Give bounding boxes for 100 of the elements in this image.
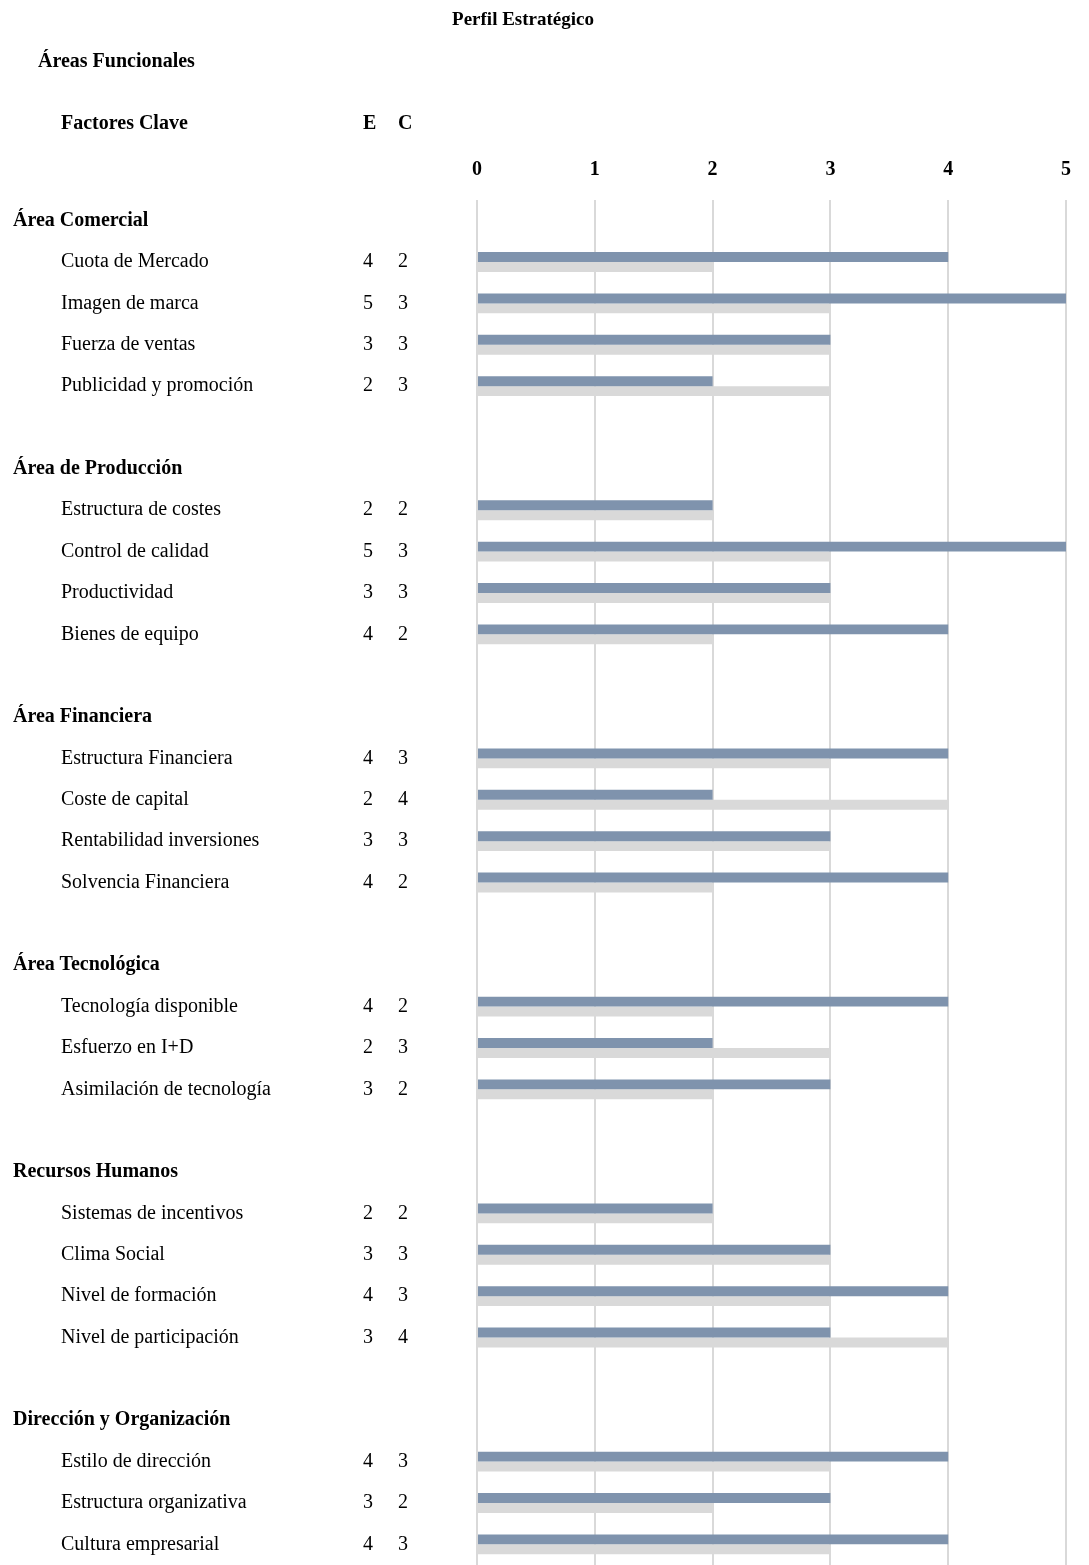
text: Área de Producción: [13, 456, 183, 479]
bar: [478, 376, 713, 387]
bar: [478, 1534, 949, 1545]
bar: [478, 1079, 831, 1090]
data-label: 3: [398, 373, 408, 396]
bar: [478, 624, 949, 635]
data-label: 2: [363, 787, 373, 810]
data-label: 3: [398, 745, 408, 768]
data-label: 3: [398, 1035, 408, 1058]
data-label: 2: [363, 1035, 373, 1058]
y-tick-label: Cultura empresarial: [61, 1531, 220, 1555]
text: E: [363, 111, 377, 134]
bar: [478, 831, 831, 842]
data-label: 3: [398, 290, 408, 313]
data-label: 3: [363, 332, 373, 355]
data-label: 3: [398, 1242, 408, 1265]
y-tick-label: Cuota de Mercado: [61, 249, 209, 272]
data-label: 3: [398, 538, 408, 561]
data-label: 3: [398, 1283, 408, 1306]
x2-tick-label: 0: [472, 157, 482, 180]
data-label: 4: [363, 993, 373, 1016]
bar: [478, 1244, 831, 1255]
y-tick-label: Clima Social: [61, 1242, 166, 1265]
data-label: 2: [363, 1200, 373, 1223]
y-tick-label: Estilo de dirección: [61, 1448, 211, 1471]
x2-tick-label: 5: [1061, 157, 1071, 180]
data-label: 5: [363, 290, 373, 313]
data-label: 3: [398, 332, 408, 355]
text: Dirección y Organización: [13, 1407, 231, 1431]
data-label: 3: [363, 1242, 373, 1265]
bar: [478, 541, 1066, 552]
data-label: 2: [363, 497, 373, 520]
data-label: 3: [363, 828, 373, 851]
data-label: 2: [398, 249, 408, 272]
data-label: 4: [363, 621, 373, 644]
bar: [478, 872, 949, 883]
data-label: 2: [398, 497, 408, 520]
bar: [478, 996, 949, 1007]
y-axis-title: Factores Clave: [61, 111, 188, 134]
x2-tick-label: 4: [943, 157, 954, 180]
text: Área Tecnológica: [13, 952, 160, 976]
y-tick-label: Solvencia Financiera: [61, 869, 230, 892]
data-label: 4: [398, 787, 408, 810]
bar: [478, 500, 713, 511]
y-tick-label: Publicidad y promoción: [61, 373, 254, 397]
data-label: 4: [363, 1283, 373, 1306]
data-label: 2: [398, 621, 408, 644]
x2-tick-label: 2: [707, 157, 718, 180]
data-label: 4: [363, 745, 373, 768]
y-tick-label: Bienes de equipo: [61, 621, 199, 645]
data-label: 3: [363, 1490, 373, 1513]
data-label: 3: [398, 580, 408, 603]
data-label: 5: [363, 538, 373, 561]
y-tick-label: Estructura Financiera: [61, 745, 233, 768]
bar: [478, 789, 713, 800]
bar: [478, 1327, 831, 1338]
y-tick-label: Nivel de participación: [61, 1324, 239, 1348]
y-tick-label: Tecnología disponible: [61, 993, 239, 1017]
data-label: 4: [363, 249, 373, 272]
data-label: 4: [363, 869, 373, 892]
data-label: 3: [398, 828, 408, 851]
bar: [478, 1451, 949, 1462]
bar: [478, 748, 949, 759]
bar: [478, 1203, 713, 1214]
text: Áreas Funcionales: [38, 49, 196, 72]
y-tick-label: Imagen de marca: [61, 290, 199, 314]
bar: [478, 1286, 949, 1297]
y-tick-label: Fuerza de ventas: [61, 332, 196, 355]
data-label: 3: [363, 1324, 373, 1347]
data-label: 3: [398, 1448, 408, 1471]
bar: [478, 1493, 831, 1503]
text: Recursos Humanos: [13, 1159, 179, 1182]
text: Área Comercial: [13, 207, 149, 230]
y-tick-label: Coste de capital: [61, 787, 190, 811]
data-label: 2: [398, 1490, 408, 1513]
x2-tick-label: 3: [825, 157, 836, 180]
y-tick-label: Control de calidad: [61, 538, 209, 561]
bar: [478, 334, 831, 345]
data-label: 4: [363, 1448, 373, 1471]
y-tick-label: Nivel de formación: [61, 1283, 217, 1306]
data-label: 3: [363, 580, 373, 603]
data-label: 3: [398, 1531, 408, 1554]
y-tick-label: Estructura de costes: [61, 497, 222, 520]
bar: [478, 293, 1066, 304]
data-label: 2: [398, 869, 408, 892]
data-label: 4: [398, 1324, 408, 1347]
y-tick-label: Productividad: [61, 580, 174, 603]
y-tick-label: Esfuerzo en I+D: [61, 1035, 194, 1058]
data-label: 4: [363, 1531, 373, 1554]
x2-tick-label: 1: [589, 157, 600, 180]
chart-title: Perfil Estratégico: [452, 7, 594, 29]
data-label: 2: [398, 1076, 408, 1099]
bar: [478, 1038, 713, 1048]
text: Área Financiera: [13, 704, 153, 727]
bar: [478, 252, 949, 263]
y-tick-label: Asimilación de tecnología: [61, 1076, 272, 1100]
text: C: [398, 111, 413, 134]
y-tick-label: Rentabilidad inversiones: [61, 828, 260, 851]
data-label: 2: [398, 993, 408, 1016]
y-tick-label: Sistemas de incentivos: [61, 1200, 244, 1223]
